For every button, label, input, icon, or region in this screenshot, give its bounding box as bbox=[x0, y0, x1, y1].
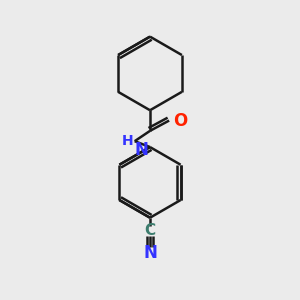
Text: H: H bbox=[122, 134, 133, 148]
Text: N: N bbox=[135, 141, 148, 159]
Text: N: N bbox=[143, 244, 157, 262]
Text: C: C bbox=[144, 223, 156, 238]
Text: O: O bbox=[173, 112, 187, 130]
